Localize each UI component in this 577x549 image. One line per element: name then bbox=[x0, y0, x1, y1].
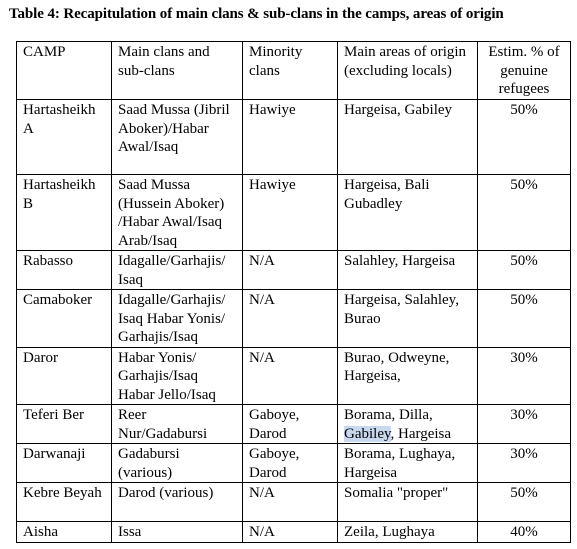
cell-main-clans: Gadabursi (various) bbox=[111, 443, 243, 483]
cell-estimate: 30% bbox=[477, 404, 571, 444]
cell-camp: Hartasheikh A bbox=[16, 99, 112, 175]
cell-estimate: 40% bbox=[477, 521, 571, 543]
cell-origin: Salahley, Hargeisa bbox=[337, 250, 478, 290]
cell-camp: Rabasso bbox=[16, 250, 112, 290]
cell-main-clans: Idagalle/Garhajis/ Isaq bbox=[111, 250, 243, 290]
selected-text-highlight[interactable]: Gabiley bbox=[344, 425, 391, 442]
header-minority-clans: Minority clans bbox=[242, 41, 338, 100]
cell-origin: Somalia "proper" bbox=[337, 482, 478, 522]
cell-camp: Daror bbox=[16, 346, 112, 405]
cell-main-clans: Issa bbox=[111, 521, 243, 543]
cell-origin: Hargeisa, Salahley, Burao bbox=[337, 289, 478, 348]
cell-minority-clans: Hawiye bbox=[242, 99, 338, 175]
cell-origin: Hargeisa, Gabiley bbox=[337, 99, 478, 175]
cell-minority-clans: N/A bbox=[242, 250, 338, 290]
cell-camp: Darwanaji bbox=[16, 443, 112, 483]
table-caption: Table 4: Recapitulation of main clans & … bbox=[9, 6, 504, 22]
cell-minority-clans: N/A bbox=[242, 346, 338, 405]
header-main-clans: Main clans and sub-clans bbox=[111, 41, 243, 100]
cell-camp: Aisha bbox=[16, 521, 112, 543]
cell-main-clans: Habar Yonis/ Garhajis/Isaq Habar Jello/I… bbox=[111, 346, 243, 405]
clans-table: CAMP Main clans and sub-clans Minority c… bbox=[16, 41, 571, 543]
origin-text: Borama, Dilla, bbox=[344, 407, 433, 423]
cell-minority-clans: Gaboye, Darod bbox=[242, 443, 338, 483]
cell-minority-clans: N/A bbox=[242, 482, 338, 522]
cell-origin: Hargeisa, Bali Gubadley bbox=[337, 174, 478, 251]
cell-estimate: 50% bbox=[477, 289, 571, 348]
cell-minority-clans: N/A bbox=[242, 521, 338, 543]
cell-estimate: 30% bbox=[477, 346, 571, 405]
cell-main-clans: Reer Nur/Gadabursi bbox=[111, 404, 243, 444]
cell-origin: Burao, Odweyne, Hargeisa, bbox=[337, 346, 478, 405]
table-header-row: CAMP Main clans and sub-clans Minority c… bbox=[16, 41, 571, 100]
cell-estimate: 50% bbox=[477, 99, 571, 175]
cell-main-clans: Saad Mussa (Hussein Aboker) /Habar Awal/… bbox=[111, 174, 243, 251]
table-row: Hartasheikh A Saad Mussa (Jibril Aboker)… bbox=[16, 99, 571, 175]
cell-estimate: 50% bbox=[477, 482, 571, 522]
cell-main-clans: Darod (various) bbox=[111, 482, 243, 522]
table-row: Hartasheikh B Saad Mussa (Hussein Aboker… bbox=[16, 174, 571, 251]
table-row: Aisha Issa N/A Zeila, Lughaya 40% bbox=[16, 521, 571, 543]
table-row: Teferi Ber Reer Nur/Gadabursi Gaboye, Da… bbox=[16, 404, 571, 444]
cell-minority-clans: Gaboye, Darod bbox=[242, 404, 338, 444]
cell-main-clans: Idagalle/Garhajis/ Isaq Habar Yonis/ Gar… bbox=[111, 289, 243, 348]
header-camp: CAMP bbox=[16, 41, 112, 100]
cell-minority-clans: Hawiye bbox=[242, 174, 338, 251]
cell-camp: Teferi Ber bbox=[16, 404, 112, 444]
table-row: Camaboker Idagalle/Garhajis/ Isaq Habar … bbox=[16, 289, 571, 348]
table-row: Rabasso Idagalle/Garhajis/ Isaq N/A Sala… bbox=[16, 250, 571, 290]
header-areas-of-origin: Main areas of origin (excluding locals) bbox=[337, 41, 478, 100]
table-row: Darwanaji Gadabursi (various) Gaboye, Da… bbox=[16, 443, 571, 483]
table-row: Daror Habar Yonis/ Garhajis/Isaq Habar J… bbox=[16, 346, 571, 405]
cell-origin: Borama, Lughaya, Hargeisa bbox=[337, 443, 478, 483]
cell-estimate: 50% bbox=[477, 174, 571, 251]
table-row: Kebre Beyah Darod (various) N/A Somalia … bbox=[16, 482, 571, 522]
cell-origin: Zeila, Lughaya bbox=[337, 521, 478, 543]
cell-main-clans: Saad Mussa (Jibril Aboker)/Habar Awal/Is… bbox=[111, 99, 243, 175]
header-estimated-percent: Estim. % of genuine refugees bbox=[477, 41, 571, 100]
cell-estimate: 30% bbox=[477, 443, 571, 483]
cell-minority-clans: N/A bbox=[242, 289, 338, 348]
cell-camp: Hartasheikh B bbox=[16, 174, 112, 251]
cell-camp: Camaboker bbox=[16, 289, 112, 348]
cell-camp: Kebre Beyah bbox=[16, 482, 112, 522]
cell-origin: Borama, Dilla, Gabiley, Hargeisa bbox=[337, 404, 478, 444]
origin-text: , Hargeisa bbox=[390, 425, 452, 442]
cell-estimate: 50% bbox=[477, 250, 571, 290]
